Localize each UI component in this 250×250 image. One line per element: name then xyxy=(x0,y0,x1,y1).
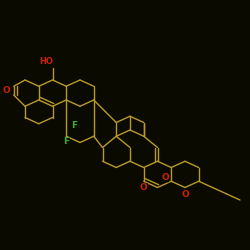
Text: O: O xyxy=(181,190,189,199)
Text: O: O xyxy=(2,86,10,95)
Text: F: F xyxy=(63,138,69,146)
Text: O: O xyxy=(140,184,147,192)
Text: O: O xyxy=(161,173,169,182)
Text: F: F xyxy=(71,121,77,130)
Text: HO: HO xyxy=(39,57,53,66)
